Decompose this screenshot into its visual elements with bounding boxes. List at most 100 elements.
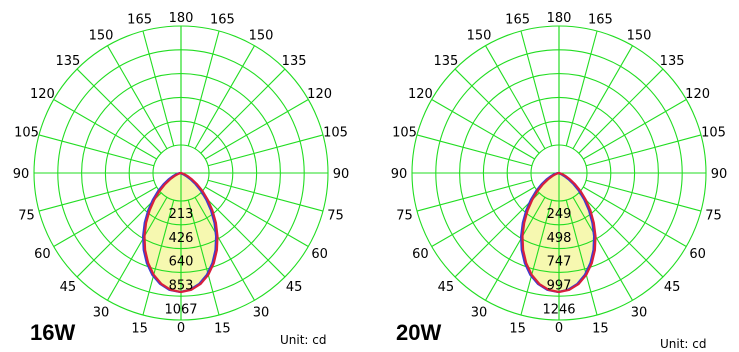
angle-tick-label: 165 (588, 13, 613, 28)
angle-tick-label: 45 (438, 280, 455, 295)
grid-spoke (142, 199, 175, 316)
angle-tick-label: 0 (177, 321, 185, 336)
grid-spoke (485, 45, 546, 150)
angle-tick-label: 135 (660, 54, 685, 69)
grid-spoke (520, 199, 553, 316)
angle-tick-label: 180 (169, 11, 194, 26)
grid-spoke (565, 199, 598, 316)
grid-spoke (53, 186, 158, 247)
ring-value-label: 426 (169, 231, 194, 246)
angle-tick-label: 105 (14, 126, 39, 141)
ring-value-label: 853 (169, 278, 194, 293)
grid-spoke (572, 196, 633, 301)
angle-tick-label: 150 (89, 28, 114, 43)
power-label: 20W (396, 320, 441, 345)
angle-tick-label: 30 (93, 306, 110, 321)
grid-spoke (194, 196, 255, 301)
grid-spoke (431, 99, 536, 160)
grid-spoke (416, 179, 533, 212)
polar-chart-20w: 249 498 747 997 1246 0 15 15 30 30 45 45 60 60 75 75 90 9… (391, 11, 728, 351)
angle-tick-label: 60 (412, 247, 429, 262)
grid-spoke (76, 68, 162, 154)
polar-chart-16w: 213 426 640 853 1067 0 15 15 30 30 45 45 60 60 75 75 90 9… (13, 11, 350, 347)
angle-tick-label: 165 (127, 13, 152, 28)
grid-spoke (578, 68, 664, 154)
angle-tick-label: 60 (34, 247, 51, 262)
grid-spoke (431, 186, 536, 247)
angle-tick-label: 15 (592, 322, 609, 337)
angle-tick-label: 120 (408, 87, 433, 102)
angle-tick-label: 0 (555, 321, 563, 336)
ring-value-label: 249 (547, 207, 572, 222)
grid-spoke (200, 68, 286, 154)
angle-tick-label: 165 (505, 13, 530, 28)
grid-spoke (53, 99, 158, 160)
grid-spoke (204, 99, 309, 160)
ring-value-label: 498 (547, 231, 572, 246)
grid-spoke (582, 99, 687, 160)
angle-tick-label: 135 (282, 54, 307, 69)
grid-spoke (187, 199, 220, 316)
angle-tick-label: 45 (664, 280, 681, 295)
angle-tick-label: 120 (685, 87, 710, 102)
angle-tick-label: 60 (311, 247, 328, 262)
grid-spoke (454, 192, 540, 278)
angle-tick-label: 15 (131, 322, 148, 337)
angle-tick-label: 165 (210, 13, 235, 28)
angle-tick-label: 60 (689, 247, 706, 262)
ring-value-label: 1246 (542, 302, 575, 317)
grid-spoke (194, 45, 255, 150)
grid-spoke (207, 179, 324, 212)
angle-tick-label: 90 (333, 167, 350, 182)
angle-tick-label: 90 (13, 167, 30, 182)
angle-tick-label: 30 (631, 306, 648, 321)
angle-tick-label: 135 (55, 54, 80, 69)
grid-spoke (572, 45, 633, 150)
grid-spoke (454, 68, 540, 154)
angle-tick-label: 30 (471, 306, 488, 321)
intensity-curve-c0 (521, 171, 597, 294)
intensity-curve-c0 (143, 171, 219, 294)
angle-tick-label: 45 (286, 280, 303, 295)
angle-tick-label: 150 (249, 28, 274, 43)
angle-tick-label: 90 (391, 167, 408, 182)
angle-tick-label: 120 (307, 87, 332, 102)
angle-tick-label: 30 (253, 306, 270, 321)
ring-value-label: 213 (169, 207, 194, 222)
grid-spoke (204, 186, 309, 247)
ring-value-label: 1067 (164, 302, 197, 317)
angle-tick-label: 105 (392, 126, 417, 141)
grid-spoke (107, 196, 168, 301)
angle-tick-label: 135 (433, 54, 458, 69)
angle-tick-label: 15 (214, 322, 231, 337)
angle-tick-label: 150 (627, 28, 652, 43)
unit-label: Unit: cd (660, 337, 707, 351)
grid-spoke (207, 134, 324, 167)
angle-tick-label: 150 (467, 28, 492, 43)
angle-tick-label: 90 (711, 167, 728, 182)
ring-value-label: 640 (169, 255, 194, 270)
grid-spoke (38, 134, 155, 167)
grid-spoke (485, 196, 546, 301)
angle-tick-label: 180 (547, 11, 572, 26)
angle-tick-label: 75 (18, 208, 35, 223)
grid-spoke (107, 45, 168, 150)
angle-tick-label: 120 (30, 87, 55, 102)
grid-spoke (585, 179, 702, 212)
ring-value-label: 747 (547, 255, 572, 270)
grid-spoke (565, 30, 598, 147)
power-label: 16W (30, 320, 75, 345)
grid-spoke (200, 192, 286, 278)
unit-label: Unit: cd (280, 333, 327, 347)
angle-tick-label: 45 (60, 280, 77, 295)
angle-tick-label: 75 (705, 208, 722, 223)
grid-spoke (142, 30, 175, 147)
grid-spoke (520, 30, 553, 147)
grid-spoke (38, 179, 155, 212)
grid-spoke (578, 192, 664, 278)
grid-spoke (76, 192, 162, 278)
angle-tick-label: 75 (327, 208, 344, 223)
grid-spoke (416, 134, 533, 167)
ring-value-label: 997 (547, 278, 572, 293)
